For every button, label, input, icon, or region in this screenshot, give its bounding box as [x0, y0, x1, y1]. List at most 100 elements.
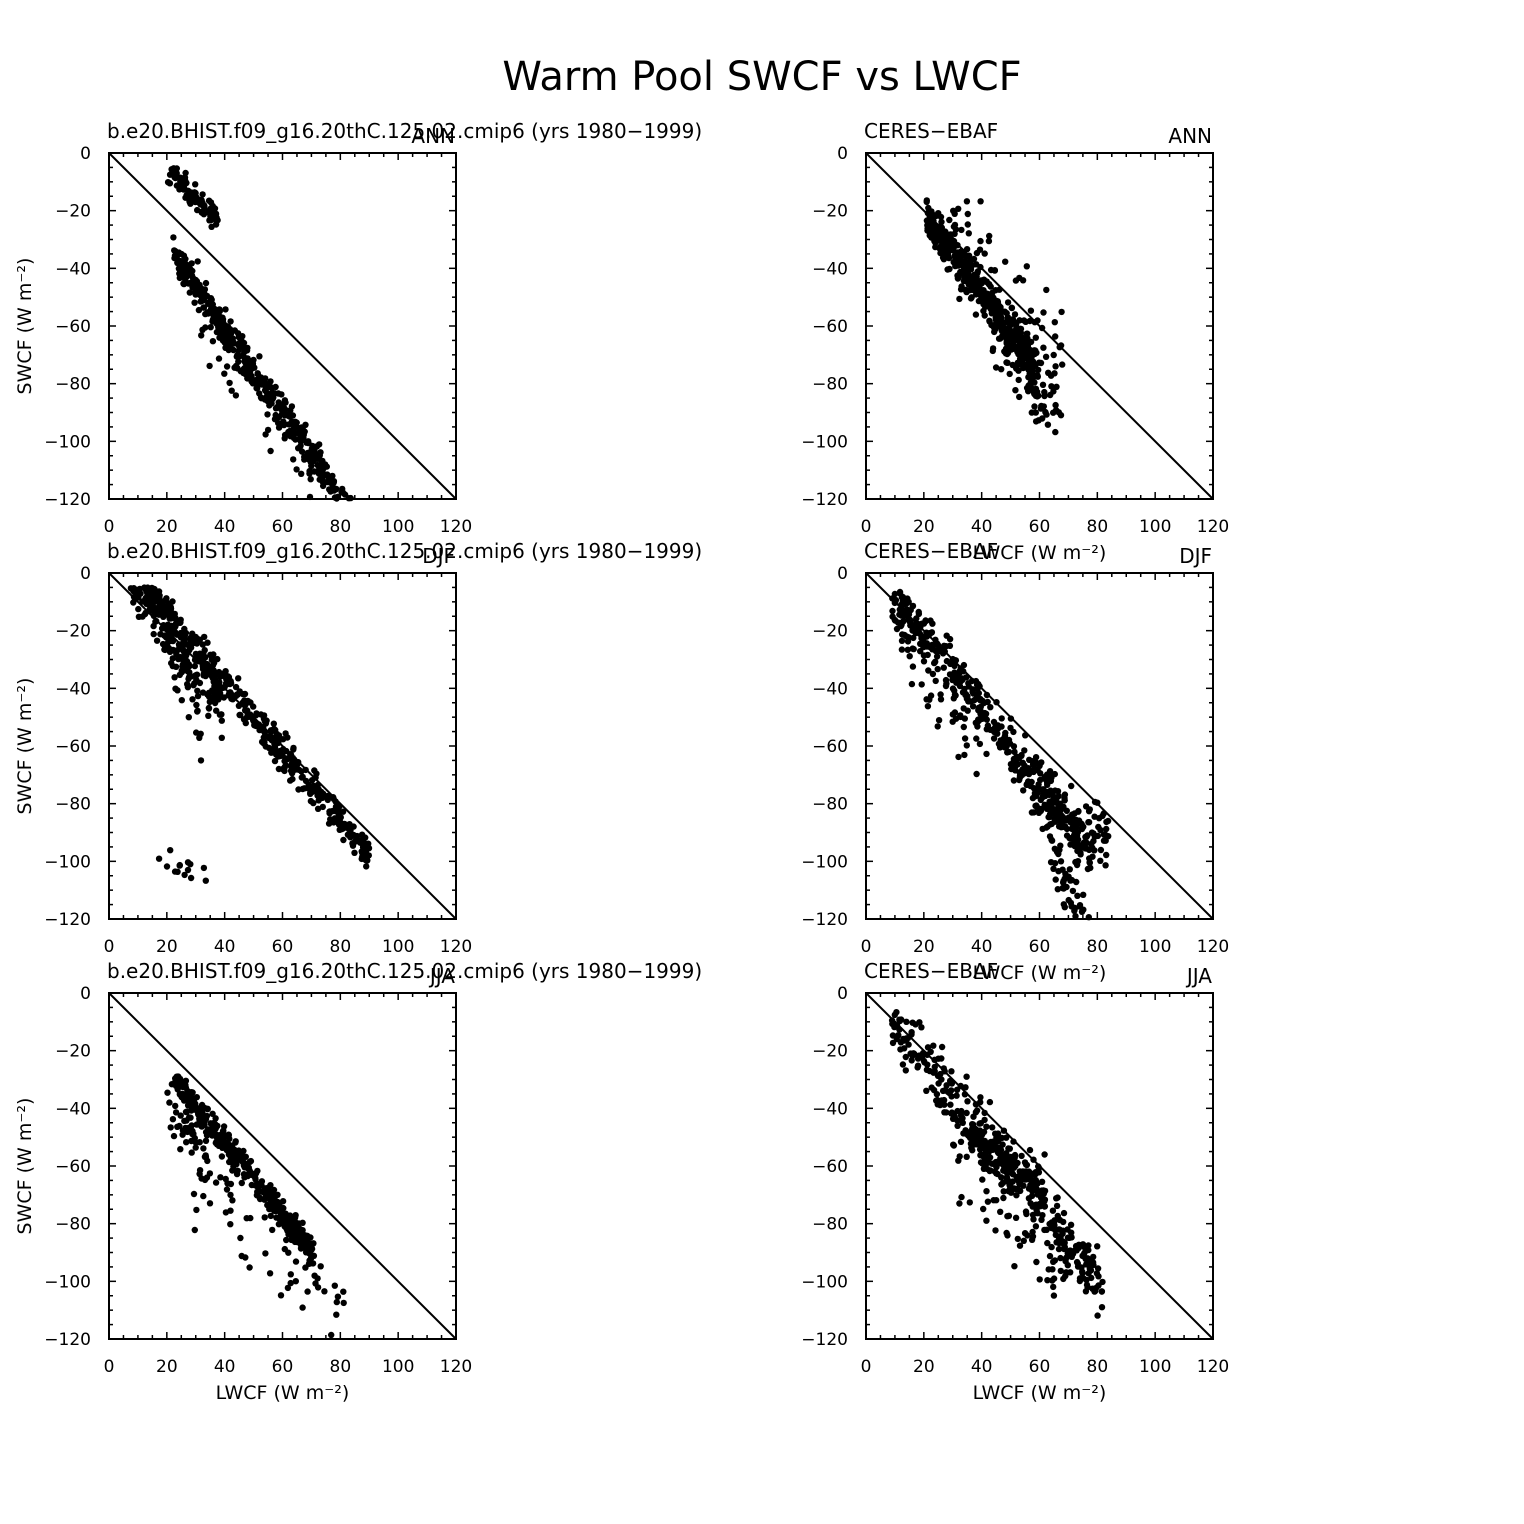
scatter-point: [244, 1165, 251, 1172]
scatter-point: [169, 1116, 177, 1123]
scatter-point: [262, 375, 269, 382]
scatter-point: [1024, 330, 1031, 337]
scatter-point: [993, 1197, 1000, 1204]
scatter-point: [1068, 903, 1075, 910]
scatter-point: [1054, 886, 1062, 893]
scatter-point: [161, 646, 168, 653]
scatter-point: [198, 1101, 206, 1109]
scatter-point: [282, 762, 289, 769]
scatter-point: [289, 412, 297, 419]
y-tick-label: −20: [812, 1042, 848, 1062]
scatter-point: [1038, 1178, 1046, 1186]
scatter-point: [1033, 802, 1040, 809]
scatter-point: [1007, 322, 1014, 329]
scatter-point: [981, 1109, 988, 1117]
scatter-point: [1103, 851, 1110, 859]
scatter-point: [980, 1145, 987, 1152]
scatter-point: [177, 268, 184, 275]
scatter-point: [1083, 1281, 1091, 1289]
scatter-point: [235, 347, 242, 355]
scatter-point: [964, 269, 972, 277]
scatter-point: [978, 277, 985, 284]
scatter-point: [920, 1057, 928, 1065]
scatter-point: [963, 1153, 970, 1161]
scatter-point: [218, 734, 225, 741]
y-tick-label: −120: [44, 910, 91, 930]
x-tick-label: 20: [913, 517, 935, 537]
scatter-point: [335, 817, 342, 825]
scatter-point: [954, 249, 962, 256]
scatter-point: [931, 1056, 938, 1064]
scatter-point: [987, 704, 994, 711]
scatter-point: [980, 1165, 988, 1173]
scatter-point: [169, 598, 176, 605]
scatter-point: [175, 249, 183, 256]
scatter-point: [177, 1112, 184, 1119]
scatter-point: [304, 784, 311, 792]
scatter-point: [1066, 866, 1074, 873]
scatter-point: [991, 728, 998, 736]
scatter-point: [923, 198, 930, 206]
scatter-point: [1062, 1258, 1069, 1265]
scatter-point: [1082, 1288, 1090, 1295]
scatter-point: [1015, 754, 1022, 762]
scatter-point: [288, 403, 296, 410]
ticks: [108, 572, 457, 920]
scatter-point: [150, 597, 157, 605]
scatter-point: [1104, 817, 1112, 825]
scatter-point: [972, 1101, 980, 1108]
scatter-point: [174, 868, 181, 875]
scatter-point: [1022, 353, 1029, 361]
scatter-point: [968, 294, 975, 301]
scatter-point: [939, 1087, 947, 1095]
scatter-point: [209, 1110, 216, 1118]
scatter-point: [979, 1176, 986, 1183]
scatter-point: [964, 1098, 971, 1105]
scatter-points: [889, 588, 1112, 921]
y-axis-label: SWCF (W m⁻²): [14, 258, 36, 395]
scatter-point: [889, 1032, 897, 1039]
scatter-point: [1022, 337, 1029, 344]
scatter-point: [232, 683, 240, 691]
scatter-point: [899, 593, 907, 601]
scatter-point: [910, 645, 917, 653]
scatter-point: [253, 710, 260, 717]
x-tick-label: 0: [861, 937, 872, 957]
scatter-point: [139, 613, 146, 620]
scatter-point: [1071, 810, 1078, 817]
scatter-point: [307, 1255, 315, 1262]
scatter-point: [949, 1115, 957, 1123]
scatter-point: [941, 1109, 948, 1116]
scatter-point: [219, 316, 227, 323]
scatter-point: [970, 255, 978, 263]
scatter-point: [961, 715, 968, 722]
scatter-point: [935, 717, 943, 724]
scatter-point: [193, 701, 200, 709]
scatter-point: [271, 743, 278, 750]
scatter-point: [191, 299, 198, 306]
scatter-point: [1010, 1185, 1018, 1192]
scatter-point: [924, 1044, 932, 1051]
x-axis-label: LWCF (W m⁻²): [973, 1382, 1107, 1404]
scatter-point: [983, 691, 991, 699]
y-tick-label: −60: [55, 317, 91, 337]
scatter-point: [209, 305, 216, 312]
scatter-point: [1030, 768, 1037, 775]
scatter-point: [1016, 1180, 1023, 1188]
scatter-point: [254, 370, 261, 377]
scatter-point: [240, 1147, 247, 1155]
scatter-point: [186, 289, 193, 296]
scatter-point: [206, 362, 213, 370]
panel-5: 0 20 40 60 80 100 120 0 −20 −40 −60 −80 −100 −120 b.e2…: [14, 959, 702, 1404]
scatter-point: [1032, 1223, 1040, 1230]
scatter-point: [970, 1113, 977, 1120]
scatter-point: [267, 447, 274, 455]
x-tick-label: 0: [861, 517, 872, 537]
scatter-point: [182, 1077, 190, 1085]
scatter-point: [181, 871, 188, 879]
scatter-point: [169, 662, 176, 670]
reference-line: [108, 152, 457, 500]
scatter-point: [1023, 781, 1031, 788]
scatter-point: [1011, 1152, 1019, 1160]
